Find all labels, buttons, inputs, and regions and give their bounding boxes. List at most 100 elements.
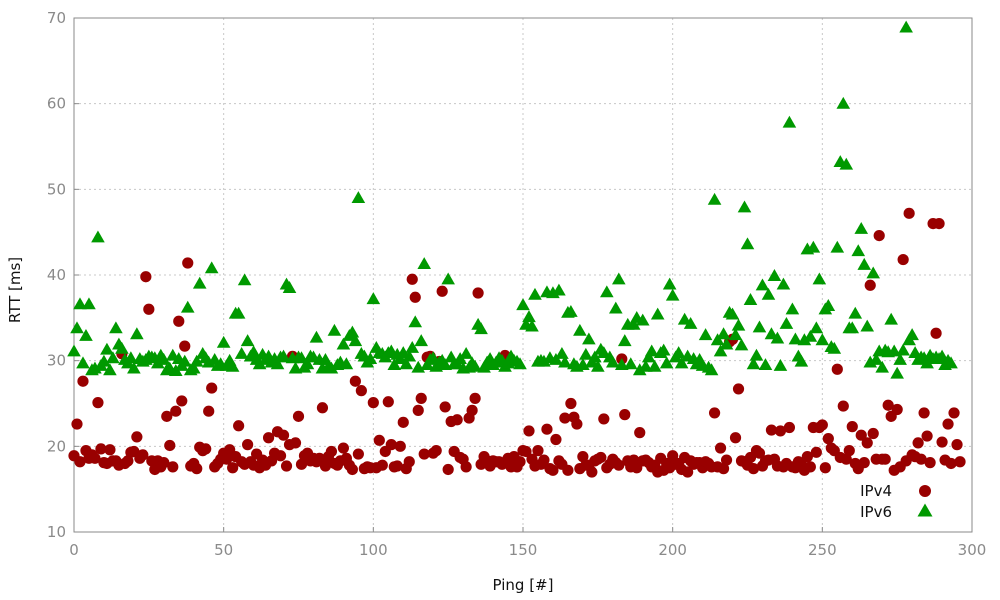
point-ipv6 (794, 354, 809, 367)
point-ipv4 (720, 454, 733, 466)
x-tick-label: 150 (509, 541, 538, 559)
point-ipv4 (921, 430, 933, 442)
point-ipv6 (623, 357, 638, 370)
point-ipv6 (719, 337, 734, 350)
point-ipv6 (79, 329, 93, 341)
point-ipv6 (890, 366, 904, 379)
point-ipv4 (179, 340, 191, 352)
point-ipv4 (882, 399, 894, 411)
point-ipv6 (731, 318, 746, 331)
point-ipv4 (71, 418, 83, 430)
point-ipv6 (151, 356, 165, 369)
point-ipv6 (130, 327, 144, 340)
point-ipv4 (131, 431, 143, 443)
point-ipv4 (903, 207, 915, 219)
point-ipv6 (189, 354, 204, 367)
point-ipv6 (644, 344, 659, 357)
point-ipv4 (523, 425, 535, 437)
point-ipv4 (355, 385, 367, 397)
point-ipv4 (242, 439, 254, 451)
point-ipv6 (674, 356, 689, 369)
point-ipv6 (632, 363, 647, 376)
point-ipv4 (277, 429, 290, 441)
point-ipv4 (280, 460, 293, 472)
point-ipv6 (588, 350, 602, 363)
point-ipv6 (617, 334, 632, 347)
point-ipv6 (537, 354, 551, 367)
point-ipv4 (942, 418, 954, 430)
point-ipv6 (920, 356, 934, 369)
point-ipv4 (586, 466, 598, 478)
point-ipv6 (276, 349, 291, 362)
point-ipv6 (91, 230, 105, 243)
point-ipv6 (192, 276, 207, 289)
point-ipv6 (591, 359, 605, 372)
point-ipv6 (671, 346, 686, 359)
point-ipv4 (831, 363, 843, 375)
point-ipv6 (860, 319, 875, 332)
point-ipv6 (650, 307, 665, 320)
point-ipv6 (252, 357, 267, 370)
point-ipv4 (595, 451, 607, 464)
point-ipv6 (884, 312, 898, 325)
point-ipv6 (237, 273, 252, 286)
point-ipv6 (740, 237, 755, 250)
point-ipv4 (667, 450, 679, 462)
point-ipv4 (732, 383, 745, 395)
point-ipv4 (295, 458, 308, 470)
point-ipv6 (827, 341, 842, 354)
point-ipv4 (714, 442, 727, 454)
y-tick-label: 30 (47, 352, 66, 370)
point-ipv4 (801, 451, 813, 463)
x-tick-label: 300 (958, 541, 987, 559)
point-ipv4 (161, 410, 173, 422)
point-ipv6 (564, 305, 578, 317)
point-ipv6 (70, 321, 84, 334)
point-ipv6 (234, 347, 249, 359)
point-ipv4 (104, 444, 116, 456)
point-ipv6 (698, 328, 713, 341)
point-ipv6 (773, 359, 788, 371)
point-ipv4 (140, 271, 152, 283)
point-ipv4 (598, 413, 610, 425)
point-ipv6 (659, 356, 674, 369)
point-ipv6 (600, 285, 614, 298)
point-ipv4 (316, 402, 329, 414)
legend-marker-ipv6 (917, 503, 933, 517)
point-ipv6 (761, 287, 776, 300)
point-ipv4 (816, 419, 828, 431)
point-ipv4 (203, 405, 215, 417)
point-ipv4 (729, 432, 742, 444)
point-ipv6 (779, 317, 794, 329)
point-ipv6 (746, 357, 761, 370)
point-ipv4 (466, 404, 478, 416)
point-ipv6 (124, 351, 138, 364)
point-ipv6 (893, 353, 907, 365)
point-ipv4 (74, 456, 86, 468)
point-ipv4 (403, 456, 415, 468)
point-ipv4 (532, 445, 544, 457)
point-ipv6 (809, 321, 824, 334)
point-ipv6 (282, 281, 297, 293)
point-ipv4 (182, 257, 194, 269)
point-ipv6 (848, 306, 863, 319)
point-ipv6 (516, 298, 530, 311)
point-ipv4 (559, 412, 571, 424)
point-ipv6 (734, 338, 749, 351)
point-ipv4 (810, 446, 822, 458)
point-ipv4 (822, 433, 834, 445)
point-ipv6 (857, 257, 872, 270)
point-ipv6 (186, 361, 201, 374)
point-ipv6 (522, 310, 536, 323)
point-ipv4 (319, 460, 332, 472)
point-ipv6 (324, 361, 339, 374)
y-tick-label: 50 (47, 180, 66, 198)
point-ipv4 (200, 443, 212, 455)
point-ipv6 (767, 269, 782, 281)
point-ipv4 (397, 416, 409, 428)
point-ipv6 (336, 337, 351, 350)
point-ipv6 (582, 332, 596, 345)
point-ipv6 (339, 357, 354, 370)
point-ipv6 (737, 200, 752, 213)
point-ipv6 (713, 344, 728, 357)
